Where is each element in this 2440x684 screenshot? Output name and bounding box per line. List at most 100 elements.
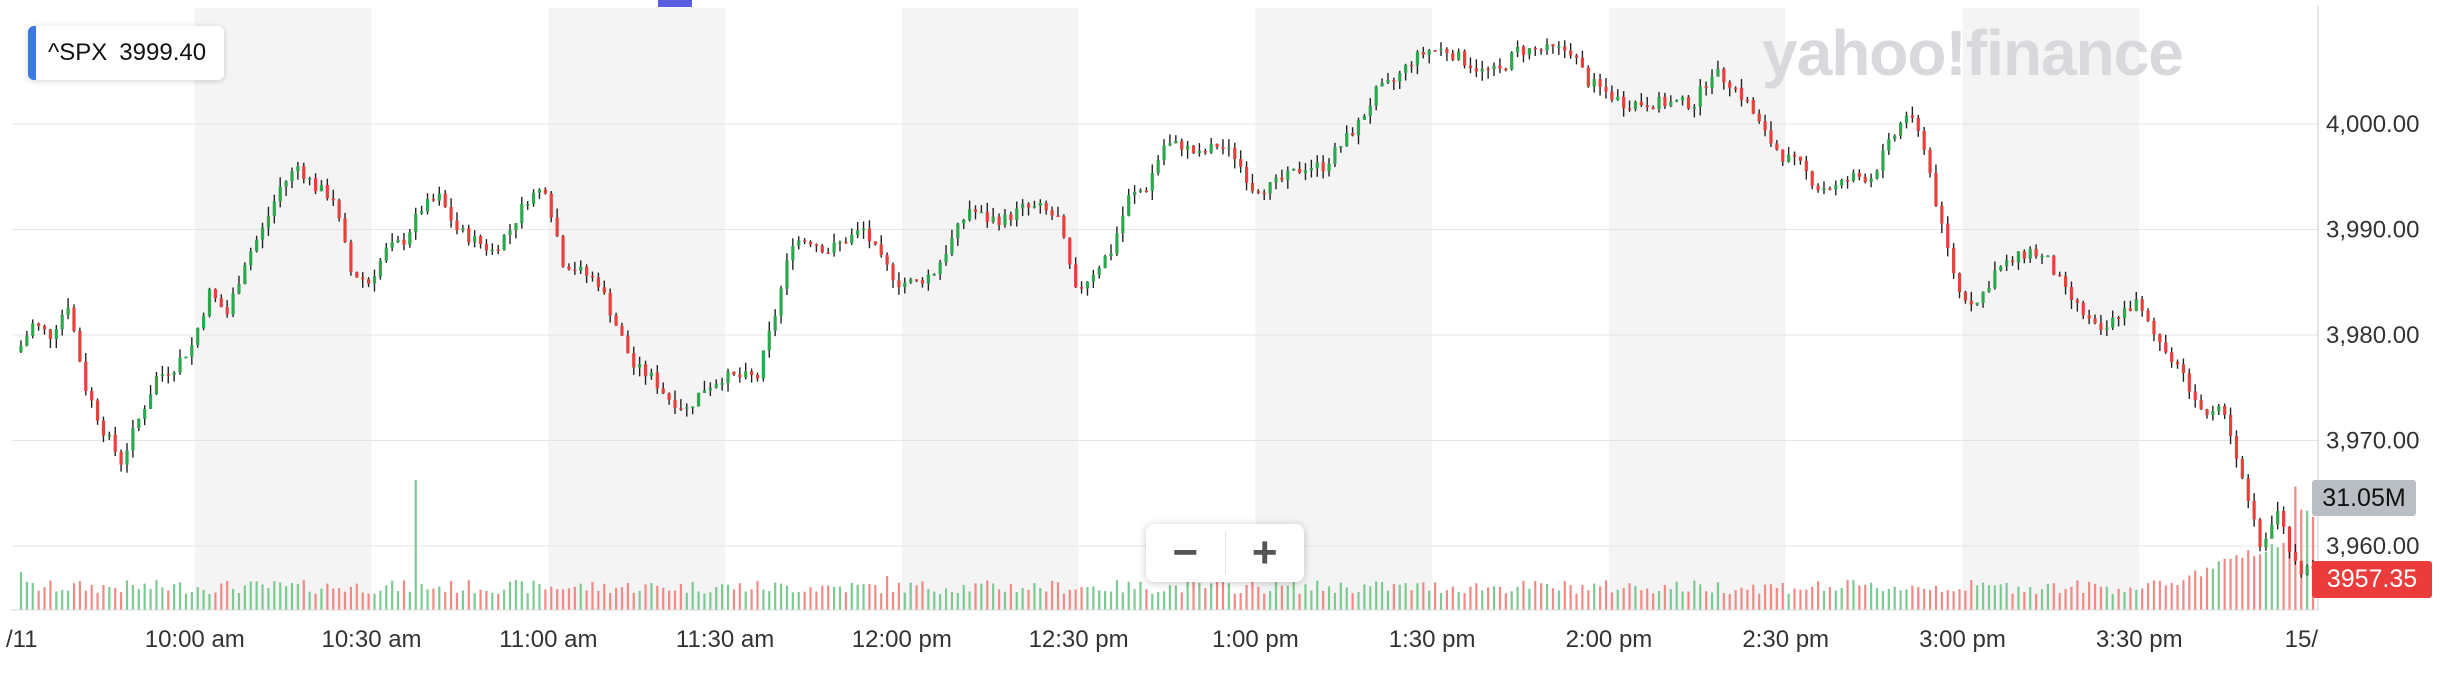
y-tick-label: 3,960.00 [2326,533,2419,560]
zoom-out-button[interactable]: − [1146,524,1225,582]
y-tick-label: 3,990.00 [2326,217,2419,244]
last-price-tag: 3957.35 [2312,561,2432,598]
volume-bar [2241,557,2244,610]
volume-bar [1905,589,1908,610]
volume-bar [956,593,959,610]
candle-body [773,315,777,331]
volume-bar [1587,590,1590,610]
volume-bar [868,584,871,610]
candle-body [1315,162,1319,169]
volume-bar [1923,588,1926,610]
volume-bar [650,582,653,610]
volume-bar [379,590,382,610]
volume-bar [1970,580,1973,610]
volume-bar [526,593,529,610]
volume-bar [950,591,954,610]
symbol-badge[interactable]: ^SPX 3999.40 [28,26,225,80]
volume-bar [31,583,34,610]
candle-body [920,280,925,284]
volume-bar [1740,587,1743,610]
volume-bar [190,591,193,610]
minus-icon: − [1172,528,1199,577]
candle-body [1433,50,1437,52]
volume-bar [2135,589,2138,610]
candle-body [48,329,53,340]
candle-body [1616,96,1620,100]
volume-bar [1045,591,1048,610]
volume-bar [691,581,694,610]
volume-bar [626,582,629,610]
y-tick-label: 3,980.00 [2326,322,2419,349]
volume-bar [2211,568,2214,610]
volume-bar [285,586,288,610]
volume-bar [373,593,376,610]
candle-body [620,325,624,336]
volume-bar [1380,582,1384,610]
candle-body [1026,203,1031,208]
x-tick-label: /11 [6,626,38,653]
volume-bar [1168,585,1172,610]
candle-body [2140,299,2144,311]
candle-body [755,374,760,379]
candle-body [349,242,353,272]
candle-body [143,408,147,419]
candle-body [1775,143,1779,150]
candle-body [2181,364,2186,374]
volume-bar [850,582,853,610]
volume-bar [1139,581,1142,610]
candle-body [1639,101,1643,106]
candle-body [1521,46,1526,55]
candle-body [985,211,989,222]
candle-body [791,245,795,261]
candle-body [2293,551,2297,561]
volume-bar [261,584,264,610]
volume-bar [455,592,459,610]
candle-body [1922,131,1926,150]
volume-bar [2300,509,2303,610]
candle-body [1669,101,1673,107]
candle-body [2022,251,2026,259]
volume-bar [43,587,46,610]
volume-bar [1976,585,1979,610]
candle-body [1728,82,1732,88]
volume-bar [744,591,747,610]
volume-bar [2005,582,2008,610]
volume-bar [2188,575,2191,610]
candle-body [78,330,82,362]
candle-body [738,374,742,378]
zoom-in-button[interactable]: + [1226,524,1305,582]
volume-bar [55,591,58,610]
volume-bar [149,588,152,610]
volume-bar [1799,589,1802,610]
y-tick-label: 4,000.00 [2326,111,2419,138]
volume-bar [296,583,299,610]
candle-body [496,249,500,252]
candle-body [1557,46,1561,48]
candle-body [1704,86,1708,88]
candle-body [1144,190,1148,193]
volume-bar [1887,588,1890,610]
volume-bar [2229,558,2232,610]
candle-body [1716,68,1720,77]
candle-body [420,211,424,214]
candle-body [1492,65,1496,70]
candle-body [2111,317,2115,328]
candle-body [1127,195,1131,216]
volume-bar [178,582,182,610]
candle-body [1374,86,1378,106]
volume-bar [231,588,235,610]
volume-bar [444,592,447,610]
candle-body [1739,87,1744,100]
candle-body [154,376,159,395]
candle-body [2264,538,2268,548]
volume-bar [1369,586,1372,610]
candle-body [944,254,948,263]
candle-body [962,219,966,224]
candle-body [797,240,801,246]
volume-bar [96,592,99,610]
candle-body [2134,299,2138,311]
candle-body [820,245,824,253]
candle-body [2228,414,2233,436]
volume-bar [1180,592,1183,610]
volume-bar [1174,585,1177,610]
